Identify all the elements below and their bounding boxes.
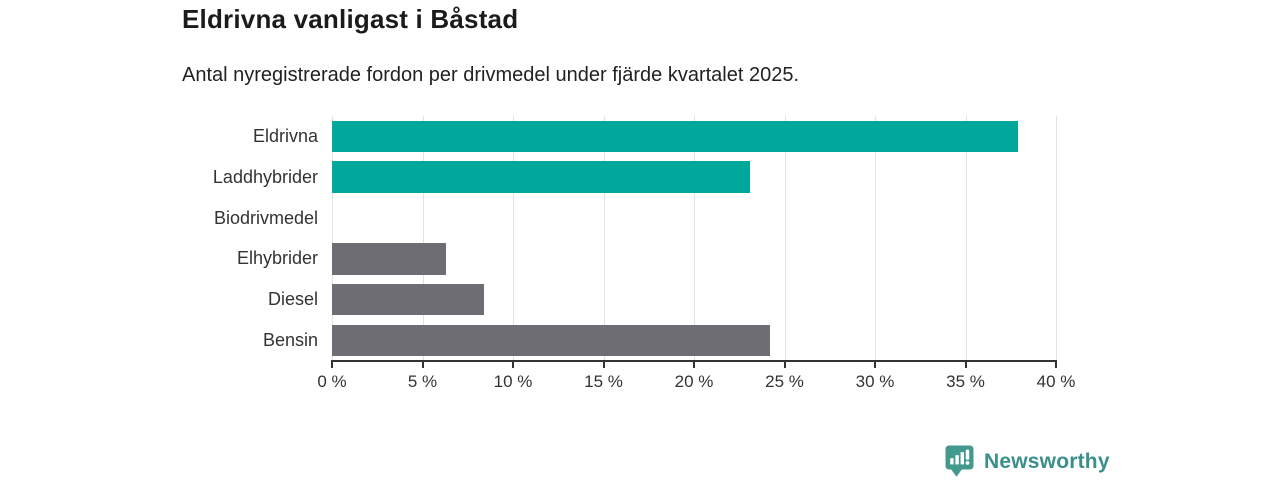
chart-title: Eldrivna vanligast i Båstad <box>182 4 519 34</box>
x-tick-label: 15 % <box>584 372 623 391</box>
category-label-biodrivmedel: Biodrivmedel <box>213 207 318 228</box>
logo-wordmark: Newsworthy <box>984 449 1110 473</box>
barchart-pin-icon <box>944 444 975 479</box>
chart-row: Bensin <box>0 320 1056 361</box>
gridline <box>965 116 967 361</box>
category-label-diesel: Diesel <box>267 289 318 310</box>
gridline <box>332 116 333 361</box>
chart-row: Biodrivmedel <box>0 198 1056 239</box>
gridline <box>1056 116 1057 361</box>
x-tick-mark <box>1055 362 1057 368</box>
chart-subtitle: Antal nyregistrerade fordon per drivmede… <box>182 64 800 86</box>
x-tick-label: 35 % <box>946 372 985 391</box>
gridline <box>513 116 514 361</box>
chart-row: Eldrivna <box>0 116 1056 157</box>
category-label-eldrivna: Eldrivna <box>252 125 318 146</box>
plot-area <box>332 116 1057 361</box>
bar-track <box>332 283 1056 316</box>
bar-rows: Eldrivna Laddhybrider Biodrivmedel Elhyb… <box>0 116 1056 361</box>
category-label-elhybrider: Elhybrider <box>236 248 318 269</box>
chart-row: Elhybrider <box>0 238 1056 279</box>
x-axis: 0 % 5 % 10 % 15 % 20 % 25 % 30 % 35 % 40 % <box>317 360 1075 400</box>
category-label-bensin: Bensin <box>262 330 318 351</box>
chart-row: Laddhybrider <box>0 157 1056 198</box>
bar-eldrivna <box>332 120 1018 153</box>
category-label-laddhybrider: Laddhybrider <box>212 166 318 187</box>
x-tick-label: 5 % <box>407 372 438 391</box>
gridline <box>694 116 695 361</box>
x-tick-mark <box>512 362 514 368</box>
bar-track <box>332 120 1056 153</box>
bar-track <box>332 324 1056 357</box>
gridline <box>603 116 605 361</box>
bar-laddhybrider <box>332 161 751 193</box>
newsworthy-logo: Newsworthy <box>944 444 1110 479</box>
x-tick-label: 40 % <box>1036 372 1076 391</box>
chart-row: Diesel <box>0 279 1056 320</box>
x-tick-mark <box>874 362 876 368</box>
x-tick-label: 25 % <box>765 372 804 391</box>
x-tick-mark <box>783 362 786 368</box>
x-tick-label: 10 % <box>493 372 533 391</box>
bar-track <box>332 243 1056 275</box>
x-tick-mark <box>602 362 605 368</box>
x-tick-mark <box>421 362 424 368</box>
bar-elhybrider <box>332 243 446 275</box>
bar-track <box>332 202 1056 234</box>
gridline <box>422 116 424 361</box>
x-tick-mark <box>964 362 967 368</box>
x-tick-label: 0 % <box>317 372 347 391</box>
x-tick-mark <box>331 362 333 368</box>
x-tick-label: 30 % <box>855 372 895 391</box>
bar-diesel <box>332 283 484 316</box>
x-axis-line <box>331 360 1057 362</box>
x-tick-label: 20 % <box>674 372 714 391</box>
bar-bensin <box>332 324 770 357</box>
gridline <box>784 116 786 361</box>
bar-track <box>332 161 1056 193</box>
x-tick-mark <box>693 362 695 368</box>
gridline <box>875 116 876 361</box>
